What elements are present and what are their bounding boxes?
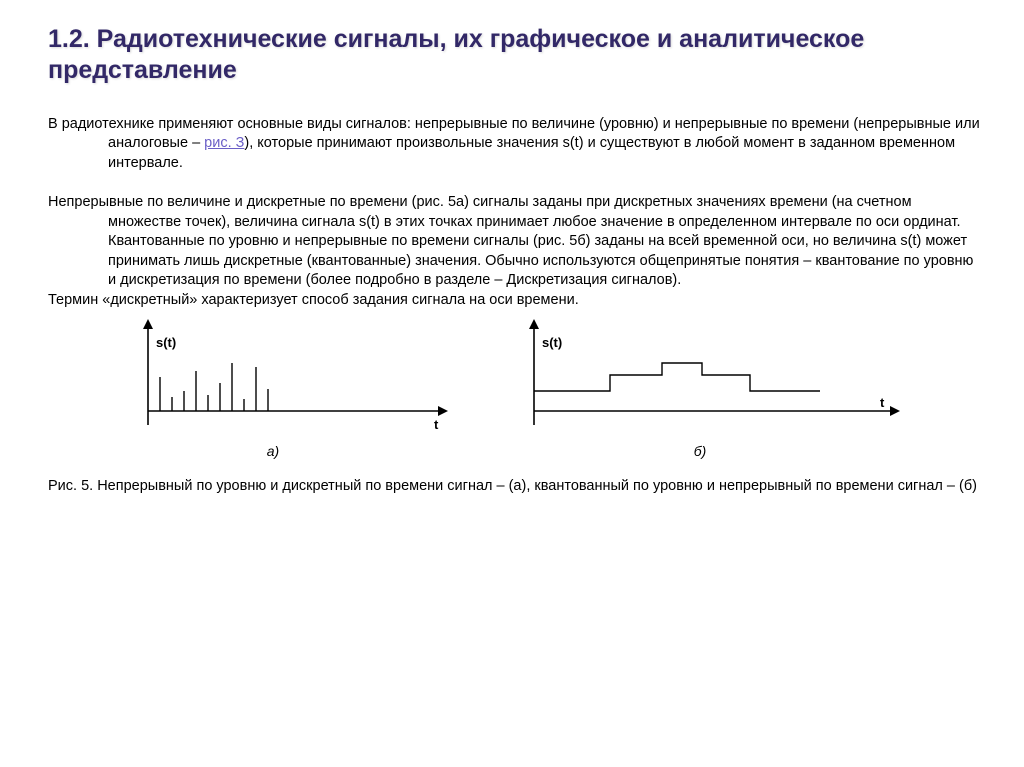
para2-term: Термин «дискретный» характеризует способ…: [48, 292, 579, 308]
figure-row: s(t) t а) s(t) t б): [48, 319, 984, 459]
svg-text:t: t: [880, 395, 885, 410]
svg-text:s(t): s(t): [156, 335, 176, 350]
chart-b-svg: s(t) t: [490, 319, 910, 439]
para1-lead: В радиотехнике применяют основные виды с…: [48, 116, 671, 132]
svg-text:s(t): s(t): [542, 335, 562, 350]
figure-a-label: а): [88, 443, 458, 459]
figure-b: s(t) t б): [490, 319, 910, 459]
para2-lead: Непрерывные по величине и дискретные по …: [48, 194, 692, 210]
slide-title: 1.2. Радиотехнические сигналы, их графич…: [48, 24, 984, 87]
figure-a: s(t) t а): [88, 319, 458, 459]
paragraph-2: Непрерывные по величине и дискретные по …: [48, 193, 984, 310]
paragraph-1: В радиотехнике применяют основные виды с…: [48, 115, 984, 174]
figure-caption: Рис. 5. Непрерывный по уровню и дискретн…: [48, 477, 984, 497]
ref-fig-z-link[interactable]: рис. З: [204, 135, 244, 151]
chart-a-svg: s(t) t: [88, 319, 458, 439]
slide-content: 1.2. Радиотехнические сигналы, их графич…: [0, 0, 1024, 767]
figure-b-label: б): [490, 443, 910, 459]
svg-text:t: t: [434, 417, 439, 432]
